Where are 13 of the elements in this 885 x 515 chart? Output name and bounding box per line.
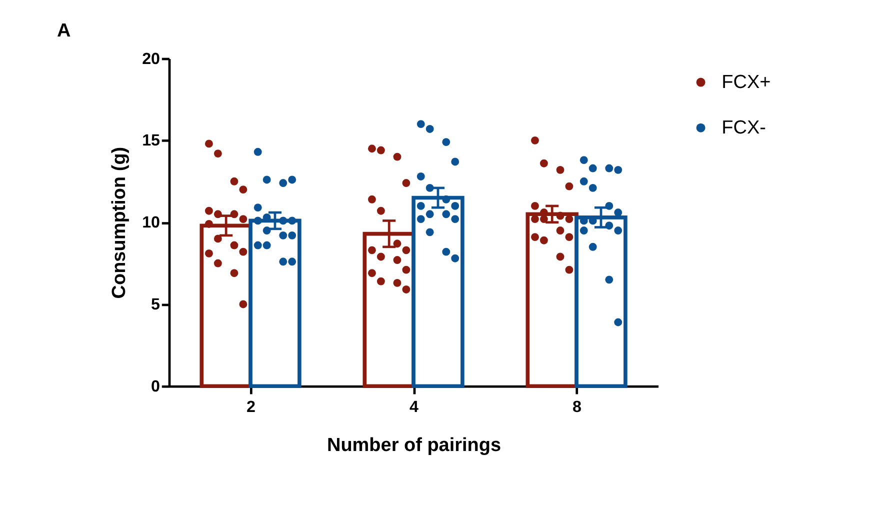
y-tick-label: 5 [151,295,160,314]
legend-label: FCX+ [722,72,771,93]
x-tick-label: 2 [246,398,256,416]
y-tick-label: 15 [142,132,160,150]
y-tick-label: 0 [151,377,160,396]
y-tick-label: 20 [142,50,160,68]
x-axis-title: Number of pairings [326,435,502,456]
chart-title: A [57,20,72,42]
x-tick-label: 4 [410,398,419,416]
y-axis-title: Consumption (g) [108,146,130,299]
legend-label: FCX- [722,118,766,139]
y-tick-label: 10 [142,214,160,232]
x-tick-label: 8 [572,398,582,416]
